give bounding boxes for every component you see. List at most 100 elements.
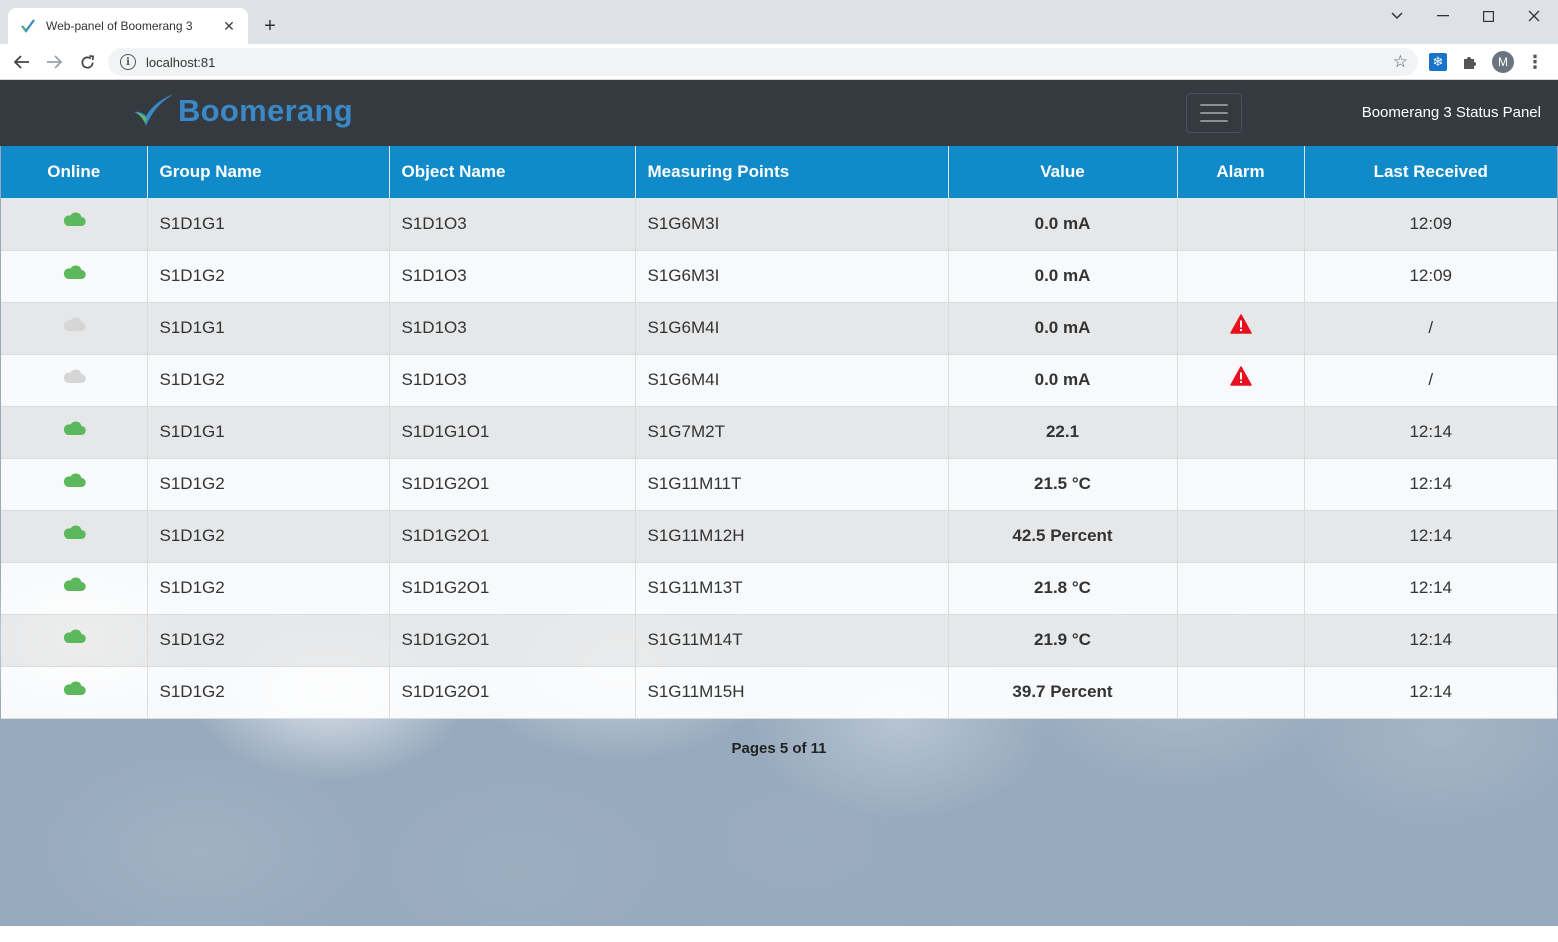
minimize-window-icon[interactable] <box>1428 4 1458 28</box>
cell-last-received: 12:14 <box>1304 406 1557 459</box>
cell-value: 21.5 °C <box>948 458 1178 511</box>
table-row[interactable]: S1D1G2 S1D1G2O1 S1G11M13T 21.8 °C 12:14 <box>1 562 1557 615</box>
profile-avatar[interactable]: M <box>1492 51 1514 73</box>
tab-title: Web-panel of Boomerang 3 <box>46 19 193 33</box>
hamburger-bar <box>1200 104 1228 106</box>
table-row[interactable]: S1D1G1 S1D1G1O1 S1G7M2T 22.1 12:14 <box>1 406 1557 459</box>
cell-alarm <box>1177 406 1305 459</box>
cell-online <box>1 198 148 251</box>
hamburger-bar <box>1200 112 1228 114</box>
cell-alarm <box>1177 458 1305 511</box>
cell-online <box>1 406 148 459</box>
cell-last-received: 12:14 <box>1304 614 1557 667</box>
column-header-object-name: Object Name <box>389 146 636 198</box>
url-text: localhost:81 <box>146 54 216 70</box>
cell-value: 0.0 mA <box>948 250 1178 303</box>
cloud-online-icon <box>63 421 86 435</box>
column-header-last-received: Last Received <box>1304 146 1557 198</box>
table-body: S1D1G1 S1D1O3 S1G6M3I 0.0 mA 12:09 S1D1G2 S1D1… <box>1 198 1557 719</box>
browser-menu-icon[interactable]: ⋮ <box>1526 51 1544 72</box>
cloud-online-icon <box>63 265 86 279</box>
cell-last-received: / <box>1304 354 1557 407</box>
cloud-offline-icon <box>63 317 86 331</box>
cell-last-received: 12:14 <box>1304 666 1557 719</box>
reload-icon[interactable] <box>74 49 100 75</box>
cell-group-name: S1D1G2 <box>147 666 390 719</box>
new-tab-icon[interactable]: + <box>264 14 276 37</box>
cloud-online-icon <box>63 681 86 695</box>
cell-measuring-point: S1G11M13T <box>635 562 949 615</box>
column-header-online: Online <box>1 146 148 198</box>
cell-value: 42.5 Percent <box>948 510 1178 563</box>
table-row[interactable]: S1D1G2 S1D1G2O1 S1G11M12H 42.5 Percent 12:14 <box>1 510 1557 563</box>
extensions-puzzle-icon[interactable] <box>1460 52 1480 72</box>
bookmark-star-icon[interactable]: ☆ <box>1392 52 1408 71</box>
extension-snowflake-icon[interactable]: ❄ <box>1429 53 1447 71</box>
cell-group-name: S1D1G2 <box>147 250 390 303</box>
boomerang-favicon-icon <box>20 18 36 34</box>
cell-alarm <box>1177 562 1305 615</box>
tab-search-chevron-icon[interactable] <box>1382 4 1412 28</box>
cell-online <box>1 302 148 355</box>
browser-tab[interactable]: Web-panel of Boomerang 3 ✕ <box>8 8 248 44</box>
maximize-window-icon[interactable] <box>1473 4 1503 28</box>
cell-alarm <box>1177 510 1305 563</box>
cell-last-received: 12:14 <box>1304 510 1557 563</box>
table-row[interactable]: S1D1G2 S1D1G2O1 S1G11M15H 39.7 Percent 12:14 <box>1 666 1557 719</box>
cell-group-name: S1D1G2 <box>147 354 390 407</box>
brand-name: Boomerang <box>178 93 353 128</box>
column-header-group-name: Group Name <box>147 146 390 198</box>
browser-tab-strip: Web-panel of Boomerang 3 ✕ + <box>0 0 1558 44</box>
cloud-online-icon <box>63 212 86 227</box>
alarm-warning-icon <box>1229 365 1252 386</box>
cell-last-received: 12:14 <box>1304 562 1557 615</box>
site-info-icon[interactable]: i <box>120 54 136 70</box>
cell-online <box>1 562 148 615</box>
cell-group-name: S1D1G1 <box>147 302 390 355</box>
cell-online <box>1 666 148 719</box>
boomerang-check-icon <box>134 94 174 126</box>
cell-alarm <box>1177 302 1305 355</box>
table-row[interactable]: S1D1G2 S1D1G2O1 S1G11M14T 21.9 °C 12:14 <box>1 614 1557 667</box>
cell-last-received: 12:09 <box>1304 198 1557 251</box>
cell-measuring-point: S1G11M12H <box>635 510 949 563</box>
cell-group-name: S1D1G1 <box>147 406 390 459</box>
cell-object-name: S1D1G2O1 <box>389 614 636 667</box>
cell-online <box>1 614 148 667</box>
close-tab-icon[interactable]: ✕ <box>223 17 235 34</box>
cell-alarm <box>1177 198 1305 251</box>
back-arrow-icon[interactable] <box>9 49 35 75</box>
table-row[interactable]: S1D1G2 S1D1O3 S1G6M4I 0.0 mA / <box>1 354 1557 407</box>
cell-measuring-point: S1G6M3I <box>635 250 949 303</box>
cell-object-name: S1D1O3 <box>389 250 636 303</box>
table-row[interactable]: S1D1G1 S1D1O3 S1G6M4I 0.0 mA / <box>1 302 1557 355</box>
table-row[interactable]: S1D1G1 S1D1O3 S1G6M3I 0.0 mA 12:09 <box>1 198 1557 251</box>
cloud-online-icon <box>63 473 86 487</box>
app-navbar: Boomerang Boomerang 3 Status Panel <box>0 80 1558 146</box>
close-window-icon[interactable] <box>1519 4 1549 28</box>
column-header-value: Value <box>948 146 1178 198</box>
table-row[interactable]: S1D1G2 S1D1G2O1 S1G11M11T 21.5 °C 12:14 <box>1 458 1557 511</box>
cell-alarm <box>1177 614 1305 667</box>
column-header-alarm: Alarm <box>1177 146 1305 198</box>
cell-object-name: S1D1G2O1 <box>389 458 636 511</box>
cell-last-received: / <box>1304 302 1557 355</box>
cell-object-name: S1D1O3 <box>389 354 636 407</box>
cloud-offline-icon <box>63 369 86 383</box>
address-bar[interactable]: i localhost:81 ☆ <box>108 48 1418 76</box>
cell-group-name: S1D1G2 <box>147 458 390 511</box>
cell-online <box>1 458 148 511</box>
menu-toggle-button[interactable] <box>1186 93 1242 133</box>
cell-last-received: 12:14 <box>1304 458 1557 511</box>
cell-alarm <box>1177 354 1305 407</box>
boomerang-logo[interactable]: Boomerang <box>132 92 353 130</box>
forward-arrow-icon[interactable] <box>41 49 67 75</box>
panel-title: Boomerang 3 Status Panel <box>1361 104 1541 121</box>
cloud-online-icon <box>63 577 86 591</box>
cloud-online-icon <box>63 525 86 539</box>
cell-measuring-point: S1G6M4I <box>635 354 949 407</box>
cell-value: 21.9 °C <box>948 614 1178 667</box>
cloud-online-icon <box>63 629 86 643</box>
table-row[interactable]: S1D1G2 S1D1O3 S1G6M3I 0.0 mA 12:09 <box>1 250 1557 303</box>
cell-object-name: S1D1G2O1 <box>389 562 636 615</box>
